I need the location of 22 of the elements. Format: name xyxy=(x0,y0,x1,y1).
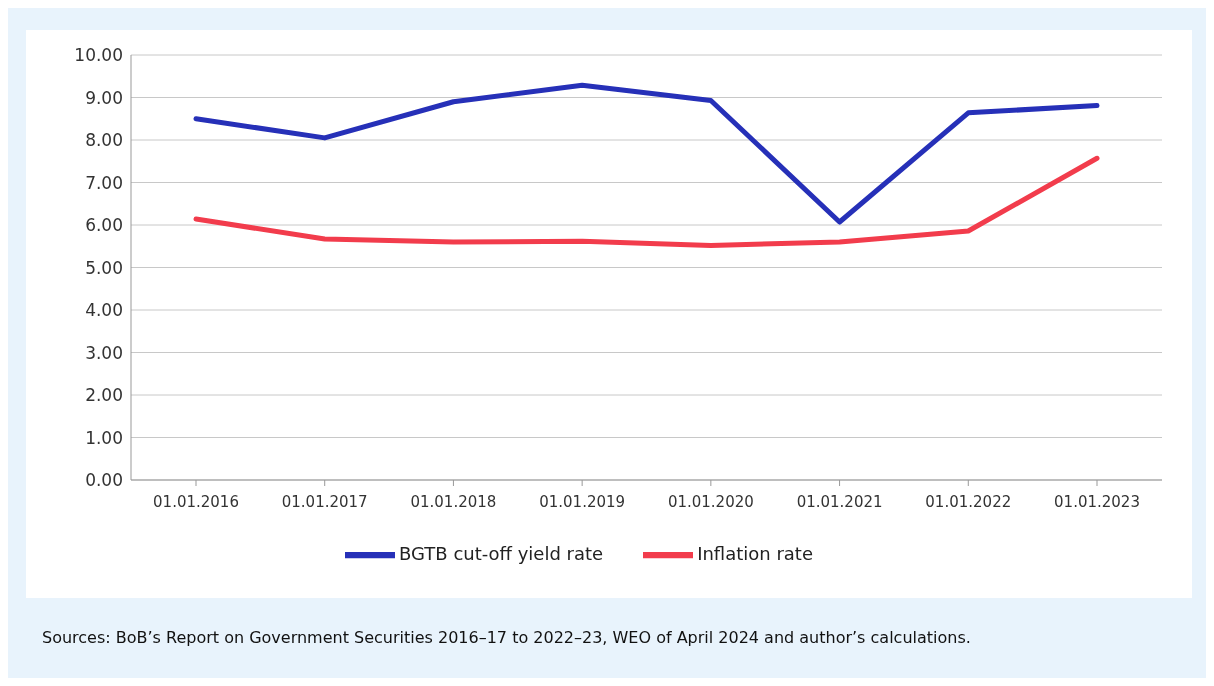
x-tick-label: 01.01.2017 xyxy=(281,492,368,511)
x-tick-label: 01.01.2016 xyxy=(153,492,239,511)
x-tick-label: 01.01.2021 xyxy=(796,492,883,511)
x-tick-label: 01.01.2020 xyxy=(667,492,754,511)
x-tick-label: 01.01.2022 xyxy=(925,492,1012,511)
y-tick-label: 2.00 xyxy=(85,385,123,406)
y-tick-label: 6.00 xyxy=(85,215,123,236)
y-tick-label: 7.00 xyxy=(85,172,123,193)
x-tick-label: 01.01.2023 xyxy=(1054,492,1140,511)
y-tick-label: 3.00 xyxy=(85,342,123,363)
legend-label: Inflation rate xyxy=(697,543,814,564)
y-tick-label: 9.00 xyxy=(85,87,123,108)
y-tick-label: 10.00 xyxy=(74,45,123,66)
y-tick-label: 0.00 xyxy=(85,470,123,491)
y-tick-label: 1.00 xyxy=(85,427,123,448)
source-note: Sources: BoB’s Report on Government Securities 2016–17 to 2022–23, WEO of April 2024 and author’s calculations. xyxy=(42,628,971,647)
x-tick-label: 01.01.2018 xyxy=(410,492,497,511)
y-tick-label: 4.00 xyxy=(85,300,123,321)
x-tick-label: 01.01.2019 xyxy=(539,492,626,511)
y-tick-label: 8.00 xyxy=(85,130,123,151)
legend-label: BGTB cut-off yield rate xyxy=(398,543,604,564)
y-tick-label: 5.00 xyxy=(85,257,123,278)
